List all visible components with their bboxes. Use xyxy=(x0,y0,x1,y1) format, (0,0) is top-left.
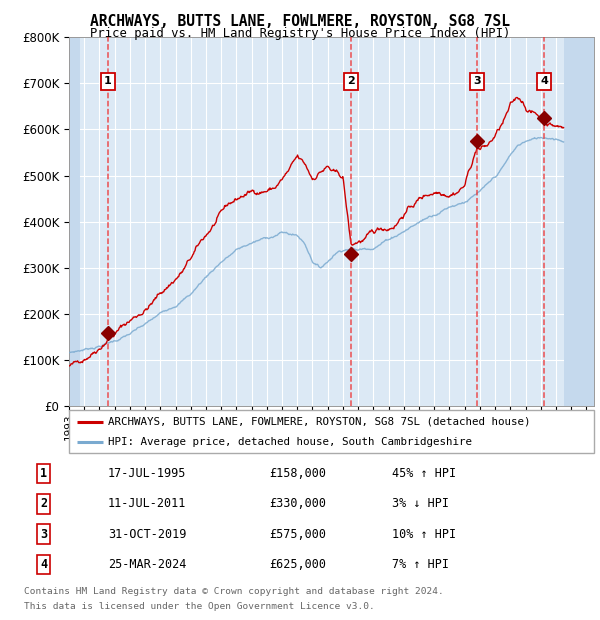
Text: 11-JUL-2011: 11-JUL-2011 xyxy=(108,497,186,510)
Text: Contains HM Land Registry data © Crown copyright and database right 2024.: Contains HM Land Registry data © Crown c… xyxy=(24,587,444,596)
Text: £330,000: £330,000 xyxy=(269,497,326,510)
Text: 31-OCT-2019: 31-OCT-2019 xyxy=(108,528,186,541)
Text: 17-JUL-1995: 17-JUL-1995 xyxy=(108,467,186,480)
Text: 25-MAR-2024: 25-MAR-2024 xyxy=(108,558,186,571)
FancyBboxPatch shape xyxy=(69,410,594,453)
Text: 4: 4 xyxy=(40,558,47,571)
Text: 2: 2 xyxy=(40,497,47,510)
Text: 3: 3 xyxy=(40,528,47,541)
Text: 1: 1 xyxy=(40,467,47,480)
Text: 1: 1 xyxy=(104,76,112,86)
Bar xyxy=(69,37,80,406)
Text: ARCHWAYS, BUTTS LANE, FOWLMERE, ROYSTON, SG8 7SL: ARCHWAYS, BUTTS LANE, FOWLMERE, ROYSTON,… xyxy=(90,14,510,29)
Text: 45% ↑ HPI: 45% ↑ HPI xyxy=(392,467,457,480)
Text: 10% ↑ HPI: 10% ↑ HPI xyxy=(392,528,457,541)
Text: 2: 2 xyxy=(347,76,355,86)
Text: £158,000: £158,000 xyxy=(269,467,326,480)
Text: HPI: Average price, detached house, South Cambridgeshire: HPI: Average price, detached house, Sout… xyxy=(109,437,472,447)
Text: £625,000: £625,000 xyxy=(269,558,326,571)
Text: This data is licensed under the Open Government Licence v3.0.: This data is licensed under the Open Gov… xyxy=(24,602,375,611)
Text: 3% ↓ HPI: 3% ↓ HPI xyxy=(392,497,449,510)
Text: 7% ↑ HPI: 7% ↑ HPI xyxy=(392,558,449,571)
Text: Price paid vs. HM Land Registry's House Price Index (HPI): Price paid vs. HM Land Registry's House … xyxy=(90,27,510,40)
Text: £575,000: £575,000 xyxy=(269,528,326,541)
Bar xyxy=(563,37,594,406)
Text: 3: 3 xyxy=(473,76,481,86)
Text: 4: 4 xyxy=(541,76,548,86)
Text: ARCHWAYS, BUTTS LANE, FOWLMERE, ROYSTON, SG8 7SL (detached house): ARCHWAYS, BUTTS LANE, FOWLMERE, ROYSTON,… xyxy=(109,417,531,427)
